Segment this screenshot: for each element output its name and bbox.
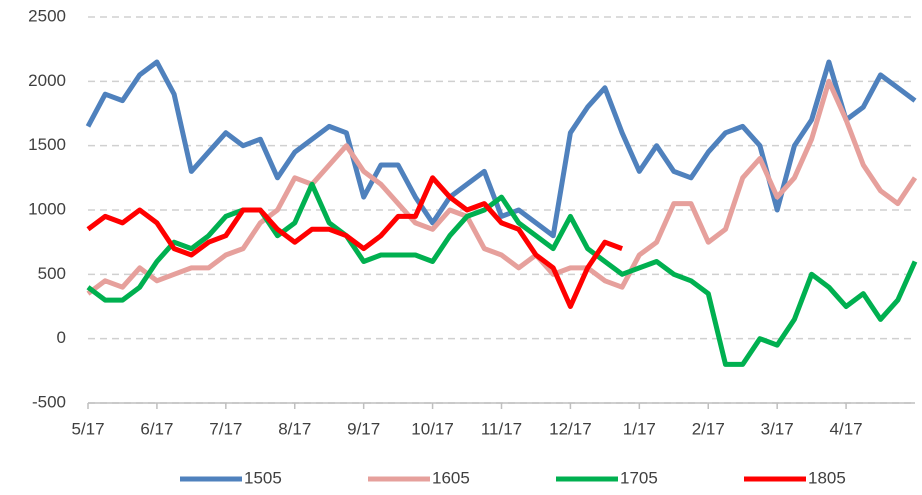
legend-label: 1505 bbox=[244, 468, 282, 487]
series-line bbox=[86, 78, 918, 296]
x-tick-label: 4/17 bbox=[830, 419, 863, 438]
x-tick-label: 2/17 bbox=[692, 419, 725, 438]
x-tick-label: 11/17 bbox=[481, 419, 522, 438]
series-line bbox=[86, 175, 623, 309]
x-tick-label: 8/17 bbox=[278, 419, 311, 438]
y-tick-label: 0 bbox=[57, 328, 66, 347]
legend-label: 1705 bbox=[620, 468, 658, 487]
x-tick-label: 10/17 bbox=[411, 419, 454, 438]
x-tick-label: 6/17 bbox=[140, 419, 173, 438]
x-tick-label: 1/17 bbox=[623, 419, 656, 438]
x-tick-label: 9/17 bbox=[347, 419, 380, 438]
legend-label: 1605 bbox=[432, 468, 470, 487]
x-tick-label: 3/17 bbox=[761, 419, 794, 438]
y-tick-label: 500 bbox=[38, 264, 66, 283]
series-line bbox=[85, 59, 917, 239]
x-tick-label: 7/17 bbox=[209, 419, 242, 438]
y-tick-label: 1500 bbox=[28, 135, 66, 154]
x-tick-label: 5/17 bbox=[71, 419, 104, 438]
y-tick-label: -500 bbox=[32, 392, 66, 411]
x-tick-label: 12/17 bbox=[549, 419, 592, 438]
y-tick-label: 2000 bbox=[28, 71, 66, 90]
y-tick-label: 1000 bbox=[28, 199, 66, 218]
legend-label: 1805 bbox=[808, 468, 846, 487]
y-tick-label: 2500 bbox=[28, 6, 66, 25]
series-line bbox=[86, 181, 918, 367]
